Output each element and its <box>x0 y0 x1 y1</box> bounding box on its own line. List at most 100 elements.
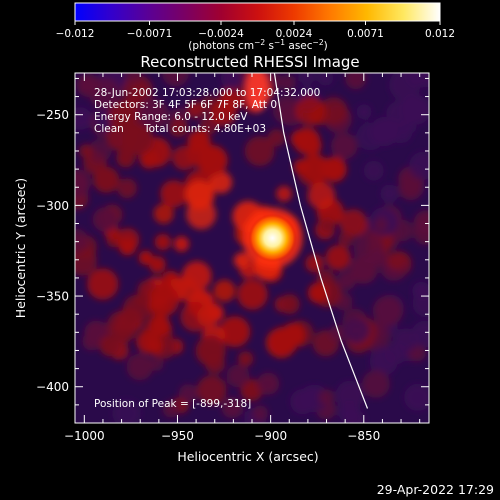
emission-blob <box>138 250 153 265</box>
colorbar-tick-label: 0.012 <box>425 28 455 40</box>
energy-range-text: Energy Range: 6.0 - 12.0 keV <box>94 111 248 123</box>
emission-blob <box>88 139 112 163</box>
chart-title: Reconstructed RHESSI Image <box>140 53 359 71</box>
y-axis-label: Heliocentric Y (arcsec) <box>13 178 28 318</box>
emission-blob <box>362 370 390 398</box>
emission-blob <box>301 135 322 156</box>
colorbar-unit-label: (photons cm−2 s−1 asec−2) <box>188 38 327 52</box>
emission-blob <box>126 353 154 381</box>
colorbar-tick-label: 0.0024 <box>276 28 313 40</box>
emission-blob <box>79 144 94 159</box>
emission-blob <box>234 252 250 269</box>
emission-blob <box>197 306 218 327</box>
emission-blob <box>112 399 141 423</box>
emission-blob <box>319 97 348 125</box>
emission-blob <box>335 380 365 409</box>
emission-blob <box>162 73 189 87</box>
emission-blob <box>99 335 121 357</box>
emission-blob <box>281 322 306 348</box>
emission-blob <box>162 400 180 418</box>
peak-source <box>248 214 297 263</box>
x-tick-label: −900 <box>254 429 287 443</box>
emission-blob <box>369 248 387 267</box>
emission-blob <box>404 383 429 412</box>
emission-blob <box>153 203 174 224</box>
footer-timestamp: 29-Apr-2022 17:29 <box>377 482 494 497</box>
emission-blob <box>356 122 385 151</box>
emission-blob <box>245 73 270 112</box>
emission-blob <box>173 236 190 252</box>
x-axis-label: Heliocentric X (arcsec) <box>177 449 318 464</box>
emission-blob <box>182 261 212 291</box>
emission-blob <box>82 332 101 351</box>
emission-blob <box>290 389 316 415</box>
emission-blob <box>148 256 166 273</box>
clean-text: Clean <box>94 123 124 135</box>
emission-blob <box>356 104 372 120</box>
detectors-text: Detectors: 3F 4F 5F 6F 7F 8F, Att 0 <box>94 99 277 111</box>
emission-blob <box>409 151 429 180</box>
emission-blob <box>413 210 429 235</box>
emission-blob <box>125 73 142 82</box>
y-tick-label: −400 <box>36 380 69 394</box>
emission-blob <box>317 73 334 86</box>
emission-blob <box>372 295 404 327</box>
emission-blob <box>116 148 136 168</box>
emission-blob <box>210 100 237 126</box>
axis-ticks: −1000 −950 −900 −850 −250 −300 −350 −400 <box>36 73 429 443</box>
emission-blob <box>186 199 217 230</box>
emission-blob <box>307 181 336 210</box>
emission-blob <box>276 186 292 202</box>
emission-blob <box>363 160 384 181</box>
emission-blob <box>122 124 154 156</box>
emission-blob <box>87 268 119 300</box>
emission-blob <box>374 217 389 232</box>
y-tick-label: −300 <box>36 199 69 213</box>
emission-blob <box>295 96 325 126</box>
emission-blob <box>197 145 228 176</box>
x-tick-label: −950 <box>161 429 194 443</box>
emission-blob <box>149 315 171 337</box>
emission-blob <box>186 101 204 119</box>
emission-blob <box>338 231 354 247</box>
emission-blob <box>305 254 324 273</box>
emission-blob <box>219 316 251 347</box>
emission-blob <box>380 184 399 203</box>
emission-blob <box>345 73 367 90</box>
emission-blob <box>187 130 211 154</box>
emission-blob <box>279 74 296 92</box>
emission-blob <box>257 372 280 395</box>
emission-blob <box>343 317 370 344</box>
colorbar-tick-label: −0.0071 <box>127 28 173 40</box>
emission-blob <box>117 328 132 344</box>
info-overlay: 28-Jun-2002 17:03:28.000 to 17:04:32.000… <box>94 87 320 410</box>
emission-blob <box>221 396 244 419</box>
emission-blob <box>400 94 429 125</box>
emission-blob <box>307 282 329 304</box>
emission-blob <box>226 364 250 388</box>
emission-blob <box>92 207 118 232</box>
colorbar-tick-label: −0.012 <box>56 28 95 40</box>
emission-blob <box>411 320 429 348</box>
x-tick-label: −850 <box>347 429 380 443</box>
emission-field <box>75 73 429 423</box>
emission-blob <box>213 279 236 302</box>
colorbar-tick-label: −0.0024 <box>198 28 244 40</box>
emission-blob <box>337 271 357 290</box>
emission-blob <box>117 178 138 199</box>
colorbar: −0.012 −0.0071 −0.0024 0.0024 0.0071 0.012 (p… <box>56 2 455 52</box>
emission-blob <box>136 330 160 354</box>
colorbar-gradient <box>74 2 441 22</box>
emission-blob <box>244 136 275 167</box>
emission-blob <box>134 292 151 309</box>
emission-blob <box>325 245 351 271</box>
emission-blob <box>75 169 91 198</box>
emission-blob <box>154 233 171 251</box>
emission-blob <box>131 83 148 100</box>
emission-blob <box>75 228 89 253</box>
emission-blob <box>298 73 316 85</box>
emission-blob <box>147 284 180 317</box>
y-tick-label: −250 <box>36 108 69 122</box>
emission-blob <box>195 335 226 367</box>
